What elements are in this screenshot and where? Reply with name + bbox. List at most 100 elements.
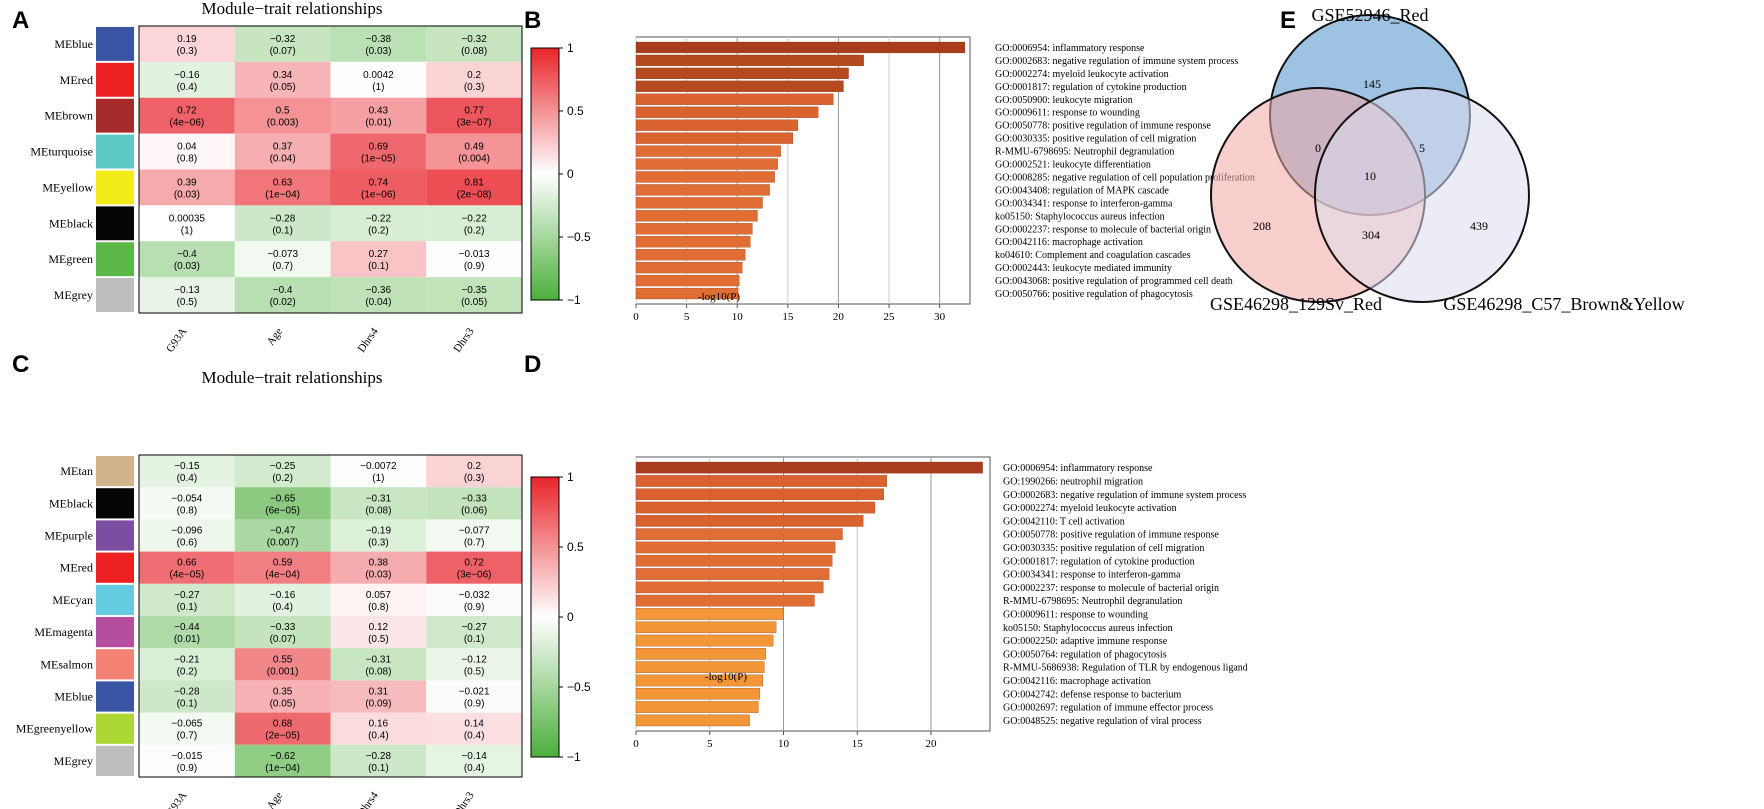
- bar: [635, 634, 774, 647]
- panel-label-a: A: [12, 7, 29, 34]
- cell-pvalue: (0.1): [368, 261, 389, 272]
- module-swatch: [96, 552, 134, 583]
- cell-pvalue: (0.8): [177, 154, 198, 165]
- bar: [635, 223, 753, 235]
- module-label: MEgreenyellow: [16, 722, 94, 736]
- bar: [635, 41, 966, 54]
- bar-label: GO:0043068: positive regulation of progr…: [995, 276, 1233, 287]
- cell-value: 0.37: [273, 142, 293, 153]
- bar: [635, 119, 799, 131]
- panel-label-b: B: [524, 7, 541, 34]
- cell-value: 0.43: [369, 106, 389, 117]
- bar-label: GO:0001817: regulation of cytokine produ…: [995, 82, 1187, 93]
- heatmap-cell: [234, 680, 331, 713]
- module-swatch: [96, 745, 134, 776]
- cell-value: 0.057: [366, 590, 391, 601]
- bar-label: ko05150: Staphylococcus aureus infection: [1003, 623, 1173, 634]
- bar-label: GO:0030335: positive regulation of cell …: [995, 134, 1196, 145]
- heatmap-cell: [234, 551, 331, 584]
- heatmap-cell: [139, 487, 235, 520]
- cell-pvalue: (0.4): [368, 731, 389, 742]
- bar: [635, 528, 843, 540]
- heatmap-cell: [330, 616, 427, 649]
- cell-pvalue: (0.6): [177, 538, 198, 549]
- heatmap-cell: [139, 241, 235, 278]
- cell-pvalue: (0.01): [174, 634, 200, 645]
- bar: [635, 145, 781, 157]
- module-label: MEtan: [60, 464, 93, 478]
- bar: [635, 461, 983, 474]
- cell-value: −0.013: [459, 249, 490, 260]
- cell-value: 0.66: [177, 558, 197, 569]
- cell-value: 0.0042: [363, 70, 394, 81]
- cell-value: −0.22: [366, 213, 392, 224]
- cell-pvalue: (0.05): [270, 82, 296, 93]
- bar: [635, 171, 775, 183]
- cell-value: −0.25: [270, 461, 296, 472]
- trait-label: Dhrs4: [356, 789, 382, 809]
- bar: [635, 687, 761, 700]
- x-tick-label: 25: [884, 311, 896, 323]
- cell-pvalue: (0.3): [464, 473, 485, 484]
- module-swatch: [96, 98, 134, 133]
- heatmap-cell: [426, 583, 522, 616]
- cell-value: 0.27: [369, 249, 389, 260]
- cell-value: −0.14: [461, 751, 487, 762]
- heatmap-cell: [139, 583, 235, 616]
- heatmap-cell: [139, 26, 235, 62]
- bar-label: GO:0042116: macrophage activation: [1003, 676, 1151, 687]
- cell-pvalue: (0.4): [464, 731, 485, 742]
- cell-pvalue: (1e−04): [265, 763, 300, 774]
- module-label: MEpurple: [44, 529, 93, 543]
- module-label: MEgrey: [54, 754, 93, 768]
- cell-pvalue: (0.04): [365, 297, 391, 308]
- heatmap-cell: [139, 169, 235, 206]
- heatmap-cell: [139, 277, 235, 313]
- venn-region-count: 5: [1419, 141, 1425, 155]
- cell-value: −0.13: [174, 285, 200, 296]
- cell-value: 0.59: [273, 558, 293, 569]
- bar: [635, 184, 770, 196]
- cell-pvalue: (0.1): [464, 634, 485, 645]
- module-swatch: [96, 649, 134, 680]
- bar-label: GO:0009611: response to wounding: [995, 108, 1140, 119]
- cell-pvalue: (0.04): [270, 154, 296, 165]
- heatmap-cell: [234, 616, 331, 649]
- cell-pvalue: (4e−04): [265, 570, 300, 581]
- cell-pvalue: (0.9): [464, 261, 485, 272]
- heatmap-cell: [234, 205, 331, 242]
- colorbar-tick-label: −1: [567, 750, 581, 764]
- colorbar: [530, 476, 560, 758]
- module-swatch: [96, 617, 134, 648]
- heatmap-a-title: Module−trait relationships: [202, 0, 383, 18]
- cell-value: −0.096: [171, 526, 202, 537]
- bar: [635, 106, 819, 118]
- heatmap-cell: [426, 26, 522, 62]
- cell-pvalue: (0.004): [458, 154, 490, 165]
- heatmap-cell: [234, 455, 331, 488]
- module-label: MEred: [60, 561, 93, 575]
- colorbar-tick-label: 0: [567, 610, 574, 624]
- heatmap-cell: [330, 97, 427, 134]
- heatmap-a: Module−trait relationships MEblue 0.19(0.…: [30, 0, 591, 355]
- bar: [635, 594, 815, 607]
- bar: [635, 674, 763, 687]
- cell-value: 0.74: [369, 177, 389, 188]
- trait-label: Dhrs4: [356, 325, 382, 354]
- heatmap-cell: [426, 97, 522, 134]
- cell-pvalue: (0.5): [464, 666, 485, 677]
- bar-label: GO:0002683: negative regulation of immun…: [1003, 490, 1246, 501]
- heatmap-cell: [330, 519, 427, 552]
- bar-label: GO:0002274: myeloid leukocyte activation: [1003, 503, 1177, 514]
- cell-value: −0.032: [459, 590, 490, 601]
- module-swatch: [96, 27, 134, 61]
- cell-pvalue: (1e−04): [265, 189, 300, 200]
- colorbar-tick-label: −0.5: [567, 230, 591, 244]
- cell-value: −0.021: [459, 687, 490, 698]
- cell-value: −0.36: [366, 285, 392, 296]
- cell-value: 0.68: [273, 719, 293, 730]
- cell-value: −0.27: [461, 622, 487, 633]
- cell-pvalue: (0.09): [365, 699, 391, 710]
- module-swatch: [96, 170, 134, 205]
- colorbar-tick-label: −0.5: [567, 680, 591, 694]
